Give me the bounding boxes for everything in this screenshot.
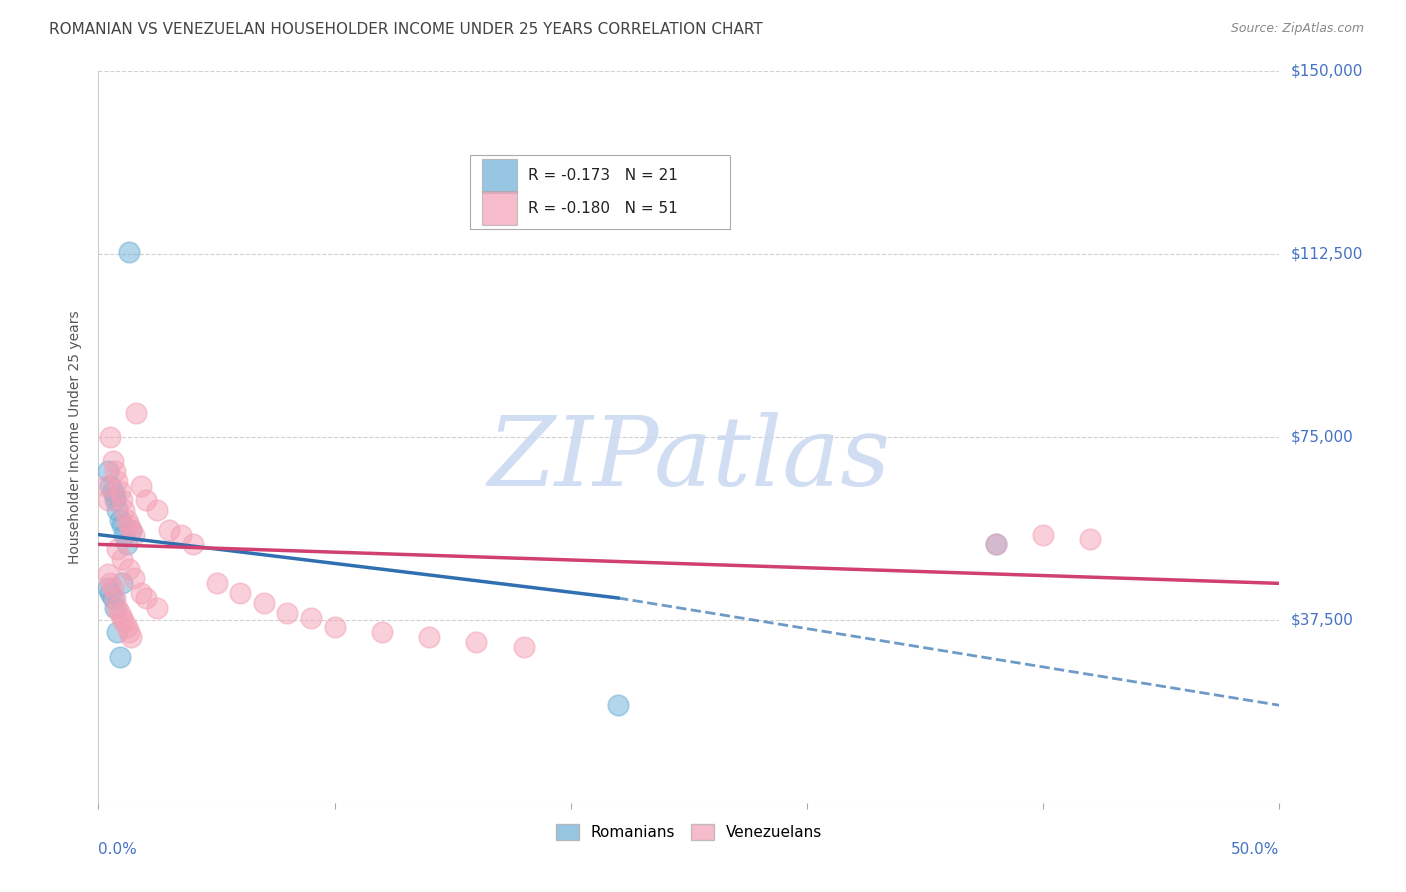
Point [157, 523, 180, 537]
Point [112, 527, 135, 541]
Point [97, 566, 120, 581]
Point [104, 600, 127, 615]
Point [276, 606, 298, 620]
Point [104, 591, 127, 605]
Text: 50.0%: 50.0% [1232, 842, 1279, 856]
Point [94, 479, 117, 493]
Point [253, 596, 276, 610]
Text: ROMANIAN VS VENEZUELAN HOUSEHOLDER INCOME UNDER 25 YEARS CORRELATION CHART: ROMANIAN VS VENEZUELAN HOUSEHOLDER INCOM… [49, 22, 763, 37]
Text: ZIPatlas: ZIPatlas [488, 412, 890, 506]
Point [205, 576, 228, 591]
Point [229, 586, 252, 600]
Text: 0.0%: 0.0% [98, 842, 138, 856]
Point [984, 537, 1007, 551]
Point [118, 562, 141, 576]
Point [121, 523, 143, 537]
Point [118, 517, 141, 532]
Point [111, 517, 134, 532]
Point [111, 576, 134, 591]
Point [129, 479, 152, 493]
Point [170, 527, 193, 541]
Point [512, 640, 534, 654]
Point [111, 610, 134, 624]
Point [105, 600, 128, 615]
Point [135, 493, 157, 508]
Point [418, 630, 440, 644]
Point [101, 581, 124, 595]
Text: Source: ZipAtlas.com: Source: ZipAtlas.com [1230, 22, 1364, 36]
Point [115, 620, 138, 634]
Point [323, 620, 346, 634]
Point [118, 244, 141, 259]
Point [984, 537, 1007, 551]
Point [97, 493, 120, 508]
Point [115, 513, 138, 527]
Point [146, 503, 169, 517]
Point [115, 537, 138, 551]
Point [1032, 527, 1054, 541]
Text: $112,500: $112,500 [1291, 247, 1362, 261]
Point [105, 542, 128, 557]
Point [1080, 533, 1102, 547]
Text: $37,500: $37,500 [1291, 613, 1354, 627]
Point [105, 625, 128, 640]
Legend: Romanians, Venezuelans: Romanians, Venezuelans [550, 818, 828, 847]
Point [181, 537, 204, 551]
Point [371, 625, 394, 640]
Point [105, 474, 128, 488]
FancyBboxPatch shape [471, 155, 730, 228]
FancyBboxPatch shape [482, 191, 516, 225]
Point [108, 649, 131, 664]
Point [108, 483, 131, 498]
FancyBboxPatch shape [482, 159, 516, 193]
Point [118, 625, 141, 640]
Point [465, 635, 488, 649]
Point [122, 572, 145, 586]
Point [97, 464, 120, 478]
Point [135, 591, 157, 605]
Point [121, 523, 143, 537]
Point [104, 489, 127, 503]
Point [121, 630, 143, 644]
Point [101, 483, 124, 498]
Point [607, 698, 630, 713]
Point [101, 591, 124, 605]
Text: R = -0.173   N = 21: R = -0.173 N = 21 [529, 169, 678, 184]
Point [104, 493, 127, 508]
Point [122, 527, 145, 541]
Point [146, 600, 169, 615]
Point [97, 581, 120, 595]
Point [101, 454, 124, 468]
Point [125, 406, 148, 420]
Point [105, 503, 128, 517]
Point [299, 610, 322, 624]
Point [129, 586, 152, 600]
Point [98, 430, 121, 444]
Point [108, 606, 131, 620]
Point [111, 493, 134, 508]
Point [108, 513, 131, 527]
Text: $75,000: $75,000 [1291, 430, 1354, 444]
Point [112, 503, 135, 517]
Y-axis label: Householder Income Under 25 years: Householder Income Under 25 years [69, 310, 83, 564]
Point [98, 586, 121, 600]
Text: $150,000: $150,000 [1291, 64, 1362, 78]
Point [112, 615, 135, 630]
Point [98, 576, 121, 591]
Point [98, 479, 121, 493]
Point [111, 552, 134, 566]
Point [104, 464, 127, 478]
Text: R = -0.180   N = 51: R = -0.180 N = 51 [529, 201, 678, 216]
